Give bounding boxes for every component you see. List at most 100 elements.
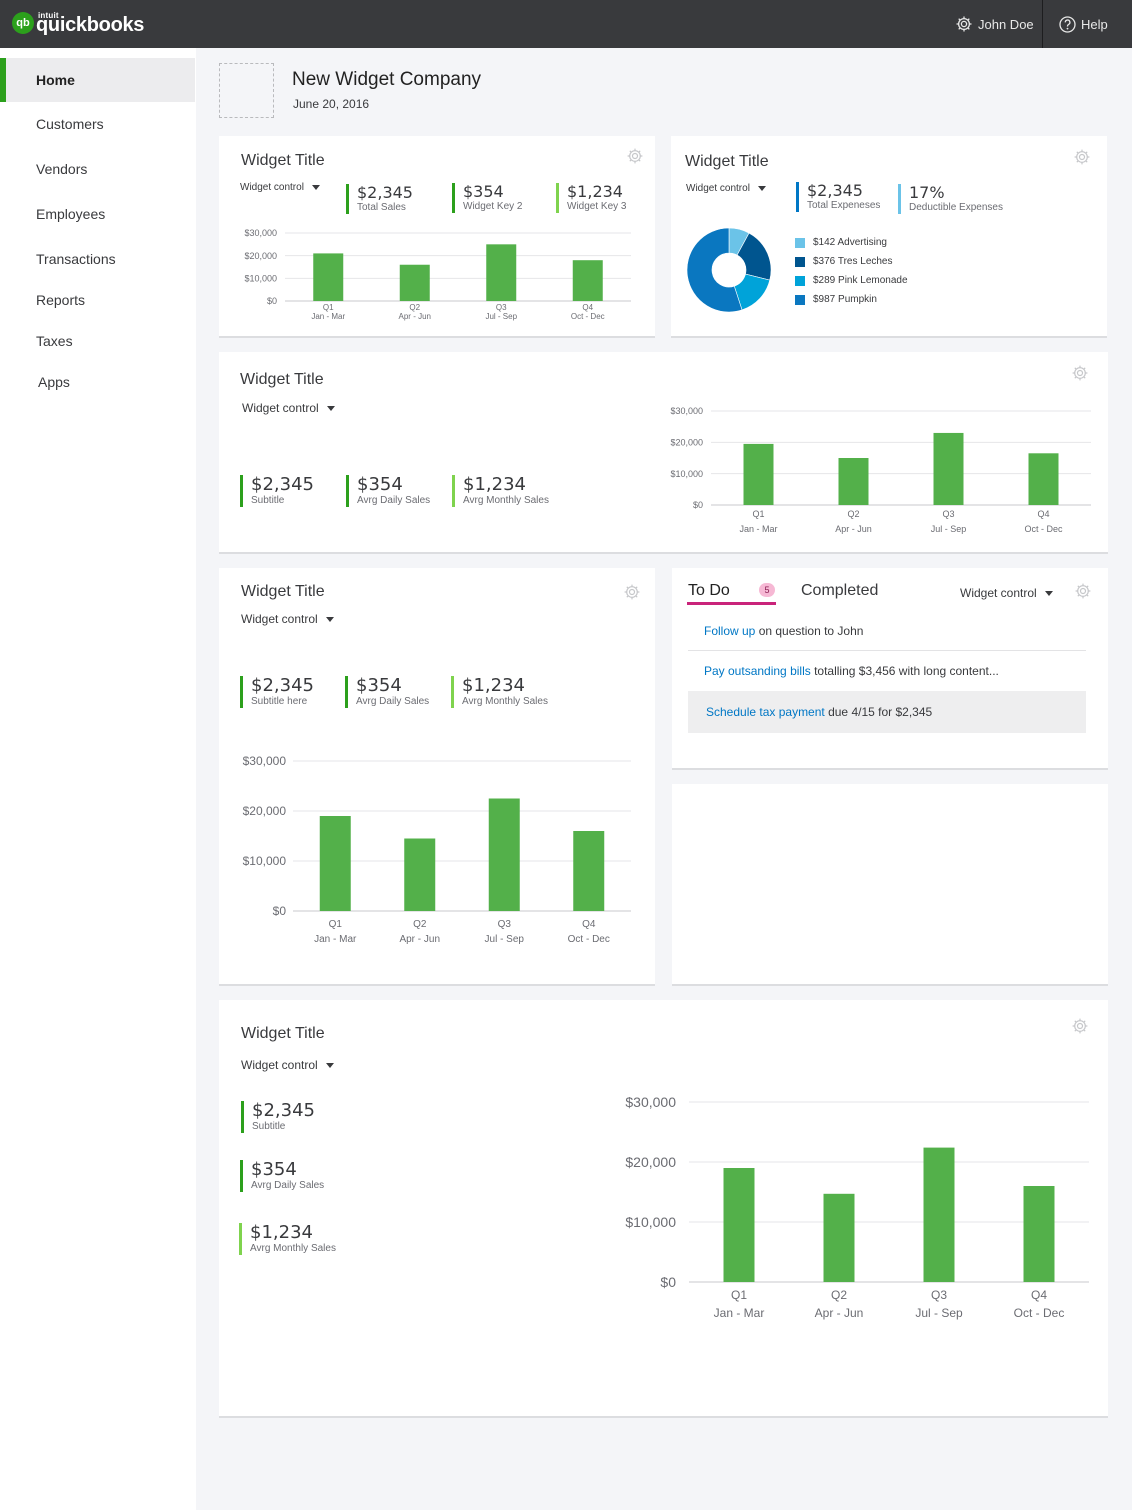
- legend-item: $289 Pink Lemonade: [795, 275, 908, 286]
- x-tick-label: Q2: [409, 303, 420, 312]
- kpi-label: Avrg Monthly Sales: [463, 494, 549, 506]
- legend-label: $987 Pumpkin: [813, 294, 877, 305]
- x-tick-label: Q3: [496, 303, 507, 312]
- legend-item: $376 Tres Leches: [795, 256, 893, 267]
- settings-gear-icon[interactable]: [1073, 148, 1091, 166]
- widget-empty: [672, 784, 1108, 986]
- y-tick-label: $10,000: [244, 273, 277, 283]
- quickbooks-logo-badge[interactable]: qb: [12, 12, 34, 34]
- widget-sales-summary: Widget Title Widget control $2,345 Total …: [219, 136, 655, 338]
- widget-control-dropdown[interactable]: Widget control: [242, 401, 335, 415]
- todo-count-badge: 5: [759, 583, 775, 597]
- kpi-label: Subtitle here: [251, 695, 308, 707]
- widget-expenses: Widget Title Widget control $2,345 Total …: [671, 136, 1107, 338]
- todo-item-link[interactable]: Pay outsanding bills: [704, 664, 811, 678]
- kpi-label: Widget Key 2: [463, 200, 523, 212]
- settings-gear-icon[interactable]: [623, 583, 641, 601]
- sidebar-item-label: Reports: [36, 292, 86, 308]
- x-sublabel: Jul - Sep: [931, 524, 967, 534]
- x-sublabel: Apr - Jun: [399, 934, 440, 945]
- help-button[interactable]: Help: [1059, 0, 1108, 48]
- sidebar-item-transactions[interactable]: Transactions: [0, 237, 195, 281]
- divider: [688, 650, 1086, 651]
- bar: [486, 244, 517, 301]
- company-logo-placeholder[interactable]: [219, 63, 274, 118]
- bar: [743, 443, 774, 505]
- x-sublabel: Oct - Dec: [568, 934, 610, 945]
- bar: [399, 264, 430, 301]
- kpi-label: Avrg Daily Sales: [251, 1179, 325, 1191]
- widget-control-label: Widget control: [240, 182, 304, 193]
- x-sublabel: Jan - Mar: [314, 934, 357, 945]
- company-date: June 20, 2016: [293, 97, 370, 111]
- kpi-value: $1,234: [250, 1222, 313, 1243]
- kpi-avrg-daily-sales: $354 Avrg Daily Sales: [346, 475, 430, 507]
- todo-item-link[interactable]: Schedule tax payment: [706, 705, 825, 719]
- kpi-label: Subtitle: [251, 494, 285, 506]
- widget-todo: To Do 5 Completed Widget control Follow …: [672, 568, 1108, 770]
- widget-title: Widget Title: [241, 152, 325, 169]
- x-tick-label: Q4: [1037, 509, 1049, 519]
- sidebar-item-reports[interactable]: Reports: [0, 278, 195, 322]
- kpi-label: Avrg Daily Sales: [357, 494, 431, 506]
- sidebar-item-vendors[interactable]: Vendors: [0, 147, 195, 191]
- todo-item-link[interactable]: Follow up: [704, 624, 756, 638]
- bar: [573, 831, 605, 911]
- sidebar-item-taxes[interactable]: Taxes: [0, 319, 195, 363]
- x-tick-label: Q4: [582, 303, 593, 312]
- bar-chart-quarterly: $0 $10,000 $20,000 $30,000 Q1 Jan - Mar Q2 Apr …: [243, 754, 631, 945]
- x-sublabel: Oct - Dec: [1024, 524, 1063, 534]
- tab-todo[interactable]: To Do: [688, 582, 730, 600]
- legend-item: $987 Pumpkin: [795, 294, 877, 305]
- widget-control-label: Widget control: [241, 612, 318, 626]
- todo-item[interactable]: Pay outsanding bills totalling $3,456 wi…: [704, 664, 999, 678]
- widget-control-dropdown[interactable]: Widget control: [686, 183, 766, 194]
- bar-chart-quarterly: $0 $10,000 $20,000 $30,000 Q1 Jan - Mar Q2 Apr …: [625, 1094, 1089, 1320]
- widget-control-dropdown[interactable]: Widget control: [960, 586, 1053, 600]
- kpi-value: $354: [356, 675, 402, 696]
- sidebar-item-home[interactable]: Home: [0, 58, 195, 102]
- widget-control-dropdown[interactable]: Widget control: [241, 1058, 334, 1072]
- x-tick-label: Q1: [323, 303, 334, 312]
- kpi-value: $2,345: [807, 181, 863, 200]
- kpi-label: Deductible Expenses: [909, 201, 1003, 213]
- user-menu-button[interactable]: John Doe: [955, 0, 1034, 48]
- legend-swatch: [795, 237, 805, 248]
- settings-gear-icon[interactable]: [1071, 364, 1089, 382]
- x-tick-label: Q2: [847, 509, 859, 519]
- settings-gear-icon[interactable]: [1071, 1017, 1089, 1035]
- widget-sales-tall: Widget Title Widget control $2,345 Subtit…: [219, 568, 655, 986]
- settings-gear-icon[interactable]: [626, 147, 644, 165]
- todo-item[interactable]: Schedule tax payment due 4/15 for $2,345: [706, 705, 932, 719]
- chevron-down-icon: [326, 405, 335, 411]
- sidebar: Home Customers Vendors Employees Transac…: [0, 48, 196, 1510]
- tab-completed[interactable]: Completed: [801, 582, 878, 600]
- sidebar-item-employees[interactable]: Employees: [0, 192, 195, 236]
- todo-item-highlighted[interactable]: Schedule tax payment due 4/15 for $2,345: [688, 691, 1086, 733]
- kpi-label: Avrg Daily Sales: [356, 695, 430, 707]
- bar: [572, 260, 603, 301]
- y-tick-label: $10,000: [670, 469, 703, 479]
- sidebar-item-apps[interactable]: Apps: [0, 360, 195, 404]
- y-tick-label: $0: [693, 500, 703, 510]
- y-tick-label: $20,000: [243, 804, 287, 818]
- kpi-total-expenses: $2,345 Total Expeneses: [796, 182, 880, 212]
- y-tick-label: $20,000: [670, 437, 703, 447]
- settings-gear-icon[interactable]: [1074, 582, 1092, 600]
- widget-control-dropdown[interactable]: Widget control: [240, 182, 320, 193]
- help-circle-icon: [1059, 15, 1076, 33]
- x-sublabel: Apr - Jun: [399, 312, 431, 321]
- kpi-value: $2,345: [357, 183, 413, 202]
- x-sublabel: Apr - Jun: [815, 1306, 864, 1320]
- donut-slice: [686, 227, 743, 313]
- y-tick-label: $10,000: [243, 854, 287, 868]
- x-tick-label: Q4: [1031, 1288, 1047, 1302]
- logo-quickbooks-text[interactable]: quickbooks: [36, 14, 145, 36]
- todo-item-text: due 4/15 for $2,345: [824, 705, 933, 719]
- bar: [313, 253, 344, 301]
- widget-control-dropdown[interactable]: Widget control: [241, 612, 334, 626]
- y-tick-label: $30,000: [625, 1094, 676, 1110]
- todo-item[interactable]: Follow up on question to John: [704, 624, 863, 638]
- kpi-value: $2,345: [251, 675, 314, 696]
- sidebar-item-customers[interactable]: Customers: [0, 102, 195, 146]
